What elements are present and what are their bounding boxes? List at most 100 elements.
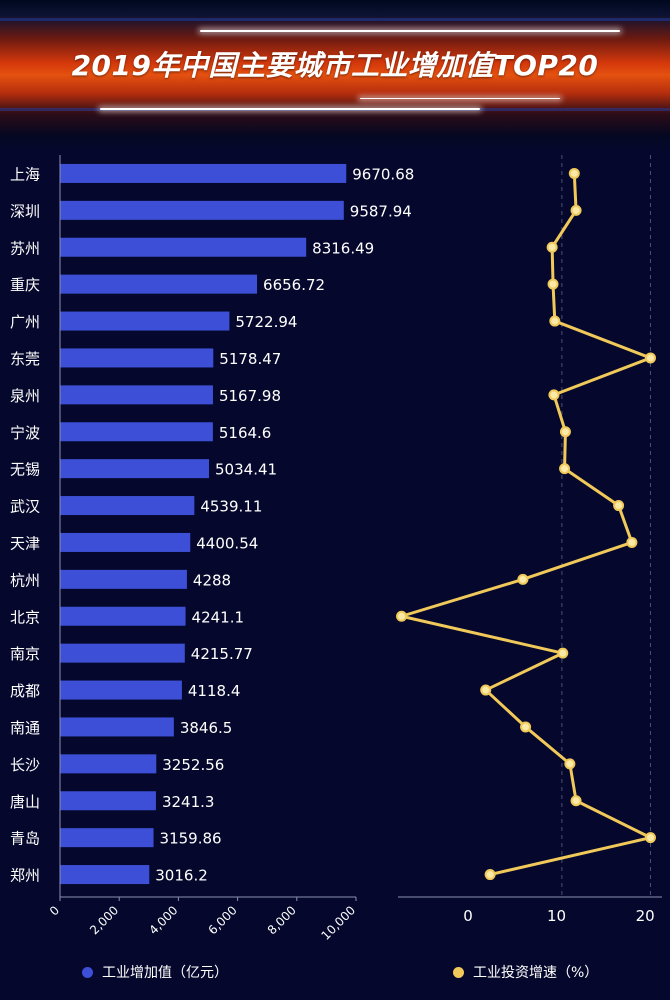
line-x-axis-tick-label: 0 (463, 907, 473, 925)
legend-bar[interactable]: 工业增加值（亿元） (82, 962, 228, 982)
bar (60, 791, 156, 811)
category-label: 成都 (10, 682, 40, 700)
line-point (517, 573, 529, 585)
bar (60, 606, 186, 626)
category-label: 杭州 (10, 571, 40, 589)
line-point (396, 610, 408, 622)
legend-line-swatch (453, 966, 464, 978)
bar (60, 532, 191, 552)
header-banner: 2019年中国主要城市工业增加值TOP20 (0, 0, 670, 150)
category-label: 泉州 (10, 387, 40, 405)
bar (60, 459, 210, 479)
line-point (570, 795, 582, 807)
category-label: 宁波 (10, 424, 40, 442)
line-point (613, 500, 625, 512)
category-label: 广州 (10, 313, 40, 331)
line-point (546, 241, 558, 253)
bar-value-label: 5178.47 (219, 350, 281, 368)
bar-value-label: 4400.54 (196, 534, 258, 552)
legend-bar-swatch (82, 966, 93, 978)
category-label: 苏州 (10, 239, 40, 257)
bar (60, 717, 174, 737)
bar-value-label: 9587.94 (350, 202, 412, 220)
category-label: 上海 (10, 165, 40, 183)
x-axis-tick-label: 4,000 (146, 903, 180, 937)
x-axis-tick-label: 6,000 (206, 903, 240, 937)
x-axis-tick-label: 10,000 (319, 903, 359, 943)
category-label: 南京 (10, 645, 40, 663)
line-point (547, 278, 559, 290)
bar (60, 237, 307, 257)
line-point (559, 463, 571, 475)
light-streak (200, 30, 620, 32)
category-label: 长沙 (10, 756, 40, 774)
bar-value-label: 4241.1 (192, 608, 245, 626)
line-point (644, 352, 656, 364)
bar-value-label: 3241.3 (162, 793, 215, 811)
line-point (557, 647, 569, 659)
bar-value-label: 4288 (193, 571, 231, 589)
bar-value-label: 4215.77 (191, 645, 253, 663)
bar (60, 422, 213, 442)
line-point (559, 426, 571, 438)
bar (60, 163, 347, 183)
category-label: 天津 (10, 534, 40, 552)
line-point (484, 869, 496, 881)
category-label: 南通 (10, 719, 40, 737)
category-label: 重庆 (10, 276, 40, 294)
bar-value-label: 3846.5 (180, 719, 233, 737)
bar (60, 865, 150, 885)
bar-value-label: 3016.2 (155, 867, 208, 885)
line-x-axis-tick-label: 20 (636, 907, 655, 925)
legend-line-label: 工业投资增速（%） (473, 965, 599, 981)
bar-value-label: 8316.49 (312, 239, 374, 257)
line-point (520, 721, 532, 733)
x-axis-tick-label: 2,000 (87, 903, 121, 937)
bar (60, 311, 230, 331)
bar-value-label: 9670.68 (352, 165, 414, 183)
category-label: 郑州 (10, 867, 40, 885)
bar (60, 680, 182, 700)
category-label: 武汉 (10, 498, 40, 516)
bar (60, 348, 214, 368)
legend-line[interactable]: 工业投资增速（%） (453, 962, 598, 982)
bar-value-label: 5034.41 (215, 461, 277, 479)
line-x-axis-tick-label: 10 (547, 907, 566, 925)
bar (60, 385, 213, 405)
bar-value-label: 5722.94 (235, 313, 297, 331)
legend-bar-label: 工业增加值（亿元） (102, 965, 228, 981)
bar (60, 496, 195, 516)
line-point (480, 684, 492, 696)
x-axis-tick-label: 8,000 (265, 903, 299, 937)
bar-value-label: 4539.11 (200, 498, 262, 516)
line-point (568, 167, 580, 179)
bar (60, 200, 344, 220)
category-label: 北京 (10, 608, 40, 626)
bar-value-label: 4118.4 (188, 682, 241, 700)
bar-value-label: 3159.86 (160, 830, 222, 848)
light-streak (360, 98, 560, 99)
bar (60, 754, 157, 774)
banner-stripe (0, 18, 670, 21)
category-label: 深圳 (10, 202, 40, 220)
light-streak (100, 108, 480, 110)
category-label: 唐山 (10, 793, 40, 811)
line-point (564, 758, 576, 770)
line-series (400, 173, 652, 877)
bar-value-label: 5164.6 (219, 424, 272, 442)
bar (60, 828, 154, 848)
bar-value-label: 6656.72 (263, 276, 325, 294)
chart-title: 2019年中国主要城市工业增加值TOP20 (71, 49, 599, 82)
line-point (626, 536, 638, 548)
category-label: 青岛 (10, 830, 40, 848)
category-label: 无锡 (10, 461, 40, 479)
bar-value-label: 3252.56 (162, 756, 224, 774)
bar (60, 274, 258, 294)
bar (60, 643, 185, 663)
line-point (548, 389, 560, 401)
line-point (549, 315, 561, 327)
line-point (644, 832, 656, 844)
bar (60, 569, 187, 589)
line-point (570, 204, 582, 216)
